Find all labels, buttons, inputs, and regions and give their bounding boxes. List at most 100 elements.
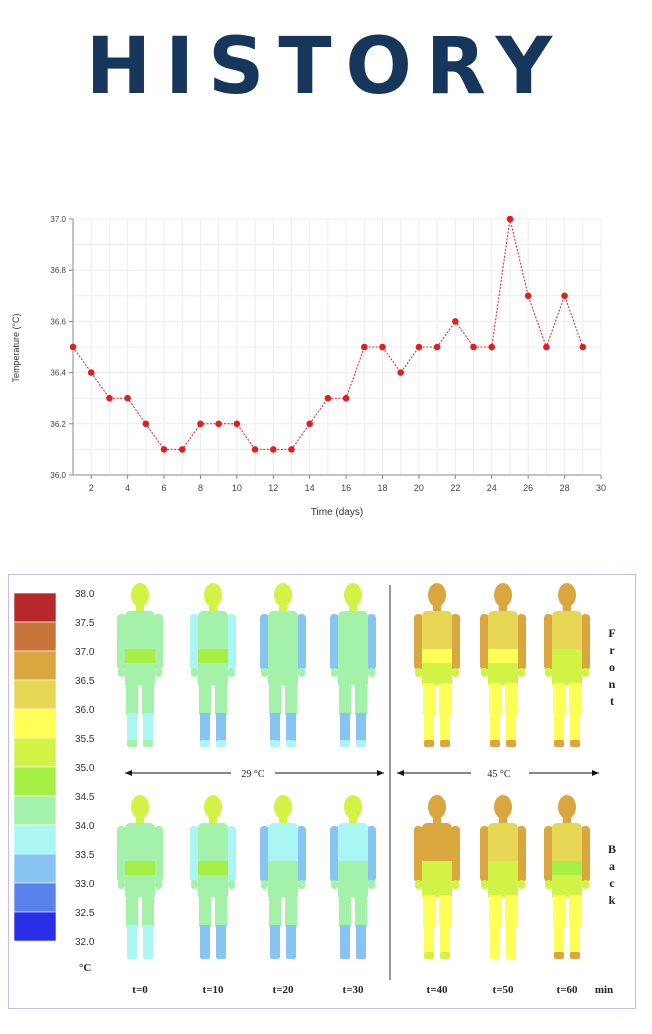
scale-label: 37.5 xyxy=(75,618,95,629)
body-figure xyxy=(480,795,526,959)
data-point xyxy=(561,292,568,300)
data-point xyxy=(178,446,186,453)
x-tick-label: 8 xyxy=(198,483,203,493)
y-tick-label: 36.0 xyxy=(50,471,66,480)
side-letter: k xyxy=(609,893,616,907)
condition-label-29: 29 °C xyxy=(241,769,264,780)
scale-label: 36.5 xyxy=(75,676,95,687)
data-point xyxy=(452,318,459,325)
data-point xyxy=(69,343,77,351)
scale-label: 33.5 xyxy=(75,850,95,861)
scale-unit-label: °C xyxy=(79,962,91,974)
x-tick-label: 18 xyxy=(378,483,388,493)
scale-label: 34.0 xyxy=(75,821,95,832)
data-point xyxy=(361,343,368,351)
arrow-head xyxy=(592,770,599,776)
data-point xyxy=(106,394,113,402)
x-tick-label: 4 xyxy=(125,483,130,493)
data-point xyxy=(524,292,532,300)
x-tick-label: 12 xyxy=(268,483,278,493)
scale-swatch xyxy=(13,708,57,739)
scale-label: 32.5 xyxy=(75,908,95,919)
arrow-head xyxy=(377,770,384,776)
scale-label: 37.0 xyxy=(75,647,95,658)
body-figure xyxy=(414,583,460,747)
scale-swatch xyxy=(13,882,57,913)
side-letter: n xyxy=(609,677,616,691)
scale-label: 35.5 xyxy=(75,734,95,745)
data-point xyxy=(87,369,95,376)
data-point xyxy=(397,369,405,376)
chart-axes: 2 4 6 8 10 12 14 16 18 20 22 24 26 28 3036.036.236.436… xyxy=(50,215,606,493)
data-point xyxy=(251,446,259,453)
data-point xyxy=(415,343,423,351)
temperature-line-chart: 2 4 6 8 10 12 14 16 18 20 22 24 26 28 3036.036.236.436… xyxy=(11,215,606,518)
scale-label: 38.0 xyxy=(75,589,95,600)
thermal-body-maps: 38.0 37.5 37.0 36.5 36.0 35.5 35.0 34.5 34.0 33.5… xyxy=(13,583,616,996)
data-point xyxy=(142,420,150,428)
data-point xyxy=(160,446,168,453)
side-letter: c xyxy=(609,876,615,890)
x-tick-label: 2 xyxy=(89,483,94,493)
body-figure xyxy=(117,795,163,959)
scale-swatch xyxy=(13,766,57,797)
x-tick-label: 20 xyxy=(414,483,424,493)
body-figure xyxy=(544,583,590,747)
arrow-head xyxy=(125,770,132,776)
data-point xyxy=(233,420,241,428)
y-tick-label: 36.4 xyxy=(50,369,66,378)
data-point xyxy=(215,420,222,428)
data-point xyxy=(342,394,350,402)
data-point xyxy=(543,343,550,351)
time-label: t=40 xyxy=(427,984,448,996)
body-figure xyxy=(414,795,460,959)
x-tick-label: 10 xyxy=(232,483,242,493)
body-figure xyxy=(260,795,306,959)
scale-label: 35.0 xyxy=(75,763,95,774)
body-figure xyxy=(190,795,236,959)
x-tick-label: 24 xyxy=(487,483,497,493)
x-axis-label: Time (days) xyxy=(311,507,363,518)
y-tick-label: 37.0 xyxy=(50,215,66,224)
body-figure xyxy=(480,583,526,747)
side-letter: B xyxy=(608,842,616,856)
scale-swatch xyxy=(13,737,57,768)
scale-label: 34.5 xyxy=(75,792,95,803)
y-tick-label: 36.8 xyxy=(50,266,66,275)
scale-swatch xyxy=(13,795,57,826)
chart-points xyxy=(69,215,587,453)
y-axis-label: Temperature (°C) xyxy=(11,313,21,382)
side-letter: F xyxy=(608,626,615,640)
side-letter: r xyxy=(609,643,615,657)
time-labels: t=0 t=10 t=20 t=30 t=40 t=50 t=60 xyxy=(132,984,578,996)
scale-label: 33.0 xyxy=(75,879,95,890)
x-tick-label: 28 xyxy=(560,483,570,493)
data-point xyxy=(470,343,477,351)
scale-swatch xyxy=(13,824,57,855)
scale-swatch xyxy=(13,650,57,681)
x-tick-label: 30 xyxy=(596,483,606,493)
y-tick-label: 36.6 xyxy=(50,317,66,326)
scale-swatch xyxy=(13,679,57,710)
time-label: t=60 xyxy=(557,984,578,996)
body-figure xyxy=(260,583,306,747)
page-title: HISTORY xyxy=(85,22,567,112)
thermal-figure: 38.0 37.5 37.0 36.5 36.0 35.5 35.0 34.5 34.0 33.5… xyxy=(8,574,636,1009)
time-label: t=30 xyxy=(343,984,364,996)
x-tick-label: 6 xyxy=(162,483,167,493)
scale-swatch xyxy=(13,621,57,652)
min-label: min xyxy=(595,984,613,996)
x-tick-label: 26 xyxy=(523,483,533,493)
side-letter: o xyxy=(609,660,615,674)
data-point xyxy=(269,446,277,453)
time-label: t=10 xyxy=(203,984,224,996)
data-point xyxy=(197,420,204,428)
data-point xyxy=(579,343,587,351)
color-scale-bar xyxy=(13,592,57,942)
chart-grid xyxy=(72,218,602,476)
data-point xyxy=(506,215,514,223)
data-point xyxy=(306,420,313,428)
side-letter: a xyxy=(609,859,615,873)
data-point xyxy=(324,394,332,402)
